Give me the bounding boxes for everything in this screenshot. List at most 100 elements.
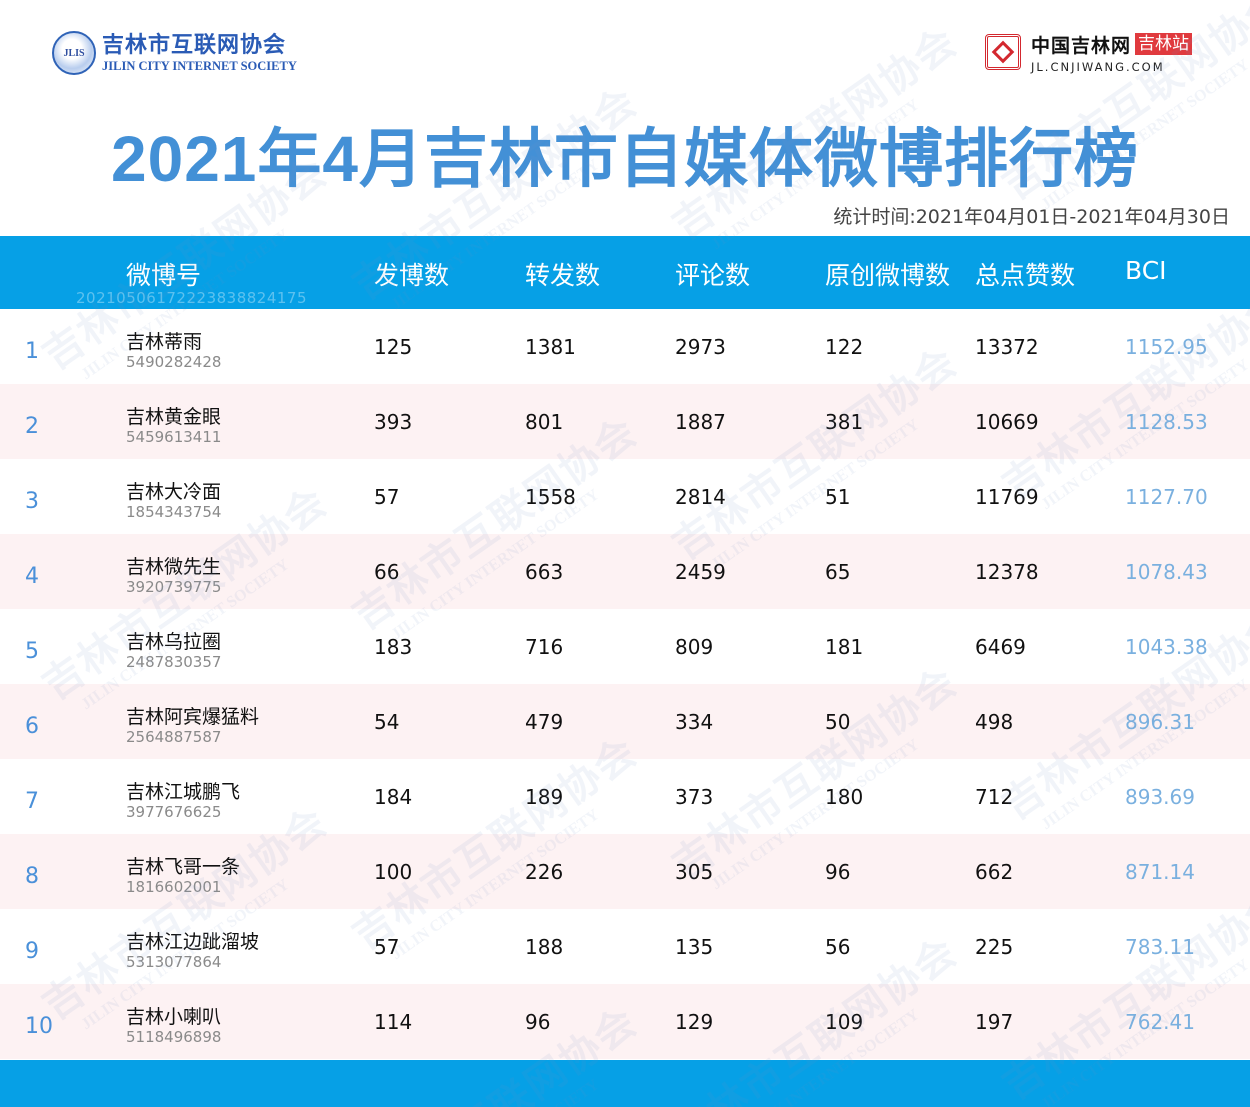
account-uid: 2564887587 [126, 728, 222, 746]
likes-count: 12378 [975, 560, 1039, 584]
posts-count: 184 [374, 785, 413, 809]
col-header-original: 原创微博数 [825, 261, 951, 290]
account-name: 吉林微先生 [126, 556, 222, 578]
original-count: 51 [825, 485, 851, 509]
table-row: 7 吉林江城鹏飞 3977676625 184 189 373 180 712 893.69 [0, 759, 1250, 834]
posts-count: 66 [374, 560, 400, 584]
original-count: 65 [825, 560, 851, 584]
rank-number: 10 [25, 1014, 53, 1039]
comments-count: 129 [675, 1010, 714, 1034]
cnjiwang-logo: 中国吉林网 吉林站 JL.CNJIWANG.COM [981, 30, 1193, 74]
posts-count: 114 [374, 1010, 413, 1034]
rank-number: 1 [25, 339, 39, 364]
original-count: 181 [825, 635, 864, 659]
reposts-count: 1381 [525, 335, 576, 359]
table-row: 2 吉林黄金眼 5459613411 393 801 1887 381 10669 1128.5… [0, 384, 1250, 459]
jilin-internet-society-logo: JLIS 吉林市互联网协会 JILIN CITY INTERNET SOCIET… [52, 31, 297, 75]
rank-number: 9 [25, 939, 39, 964]
likes-count: 197 [975, 1010, 1014, 1034]
account-name: 吉林小喇叭 [126, 1006, 222, 1028]
original-count: 56 [825, 935, 851, 959]
rank-number: 7 [25, 789, 39, 814]
posts-count: 125 [374, 335, 413, 359]
table-row: 3 吉林大冷面 1854343754 57 1558 2814 51 11769 1127.70 [0, 459, 1250, 534]
reposts-count: 663 [525, 560, 564, 584]
col-header-likes: 总点赞数 [975, 261, 1076, 290]
posts-count: 100 [374, 860, 413, 884]
posts-count: 183 [374, 635, 413, 659]
header-id: 20210506172223838824175 [76, 289, 307, 307]
account-uid: 2487830357 [126, 653, 222, 671]
reposts-count: 96 [525, 1010, 551, 1034]
col-header-posts: 发博数 [374, 261, 450, 290]
bci-score: 1127.70 [1125, 485, 1208, 509]
site-name-cn: 中国吉林网 [1031, 34, 1132, 57]
table-row: 5 吉林乌拉圈 2487830357 183 716 809 181 6469 1043.38 [0, 609, 1250, 684]
col-header-reposts: 转发数 [525, 261, 601, 290]
rank-number: 8 [25, 864, 39, 889]
likes-count: 712 [975, 785, 1014, 809]
original-count: 109 [825, 1010, 864, 1034]
account-uid: 3920739775 [126, 578, 222, 596]
bci-score: 893.69 [1125, 785, 1195, 809]
comments-count: 2814 [675, 485, 726, 509]
comments-count: 809 [675, 635, 714, 659]
rank-number: 2 [25, 414, 39, 439]
reposts-count: 716 [525, 635, 564, 659]
posts-count: 393 [374, 410, 413, 434]
account-uid: 5490282428 [126, 353, 222, 371]
cnjiwang-logo-icon [981, 30, 1025, 74]
likes-count: 6469 [975, 635, 1026, 659]
account-name: 吉林飞哥一条 [126, 856, 241, 878]
bci-score: 1152.95 [1125, 335, 1208, 359]
col-header-bci: BCI [1125, 256, 1167, 285]
site-url: JL.CNJIWANG.COM [1031, 59, 1165, 74]
account-uid: 1854343754 [126, 503, 222, 521]
bci-score: 1128.53 [1125, 410, 1208, 434]
seal-text: JLIS [63, 47, 85, 59]
account-uid: 1816602001 [126, 878, 222, 896]
account-uid: 3977676625 [126, 803, 222, 821]
table-row: 10 吉林小喇叭 5118496898 114 96 129 109 197 762.41 [0, 984, 1250, 1059]
table-row: 8 吉林飞哥一条 1816602001 100 226 305 96 662 871.14 [0, 834, 1250, 909]
likes-count: 10669 [975, 410, 1039, 434]
original-count: 122 [825, 335, 864, 359]
logo-name-en: JILIN CITY INTERNET SOCIETY [102, 59, 297, 73]
table-row: 9 吉林江边跐溜坡 5313077864 57 188 135 56 225 783.11 [0, 909, 1250, 984]
account-name: 吉林江城鹏飞 [126, 781, 241, 803]
col-header-weibo: 微博号 [126, 261, 202, 290]
original-count: 50 [825, 710, 851, 734]
col-header-comments: 评论数 [675, 261, 751, 290]
original-count: 96 [825, 860, 851, 884]
bci-score: 1078.43 [1125, 560, 1208, 584]
posts-count: 54 [374, 710, 400, 734]
logo-name-cn: 吉林市互联网协会 [102, 33, 287, 58]
likes-count: 498 [975, 710, 1014, 734]
comments-count: 2459 [675, 560, 726, 584]
rank-number: 4 [25, 564, 39, 589]
reposts-count: 226 [525, 860, 564, 884]
likes-count: 11769 [975, 485, 1039, 509]
bci-score: 896.31 [1125, 710, 1195, 734]
page-title: 2021年4月吉林市自媒体微博排行榜 [111, 123, 1139, 195]
site-badge: 吉林站 [1135, 33, 1193, 55]
jlis-seal-icon: JLIS [52, 31, 96, 75]
account-name: 吉林阿宾爆猛料 [126, 706, 260, 728]
statistics-period: 统计时间:2021年04月01日-2021年04月30日 [833, 206, 1230, 228]
bci-score: 1043.38 [1125, 635, 1208, 659]
table-row: 6 吉林阿宾爆猛料 2564887587 54 479 334 50 498 896.31 [0, 684, 1250, 759]
account-name: 吉林黄金眼 [126, 406, 222, 428]
comments-count: 334 [675, 710, 714, 734]
reposts-count: 479 [525, 710, 564, 734]
account-name: 吉林乌拉圈 [126, 631, 222, 653]
original-count: 381 [825, 410, 864, 434]
account-name: 吉林大冷面 [126, 481, 222, 503]
account-uid: 5118496898 [126, 1028, 222, 1046]
bci-score: 783.11 [1125, 935, 1195, 959]
comments-count: 1887 [675, 410, 726, 434]
likes-count: 13372 [975, 335, 1039, 359]
account-uid: 5313077864 [126, 953, 222, 971]
likes-count: 225 [975, 935, 1014, 959]
ranking-table: 微博号 发博数 转发数 评论数 原创微博数 总点赞数 BCI 202105061… [0, 236, 1250, 1059]
bci-score: 871.14 [1125, 860, 1195, 884]
